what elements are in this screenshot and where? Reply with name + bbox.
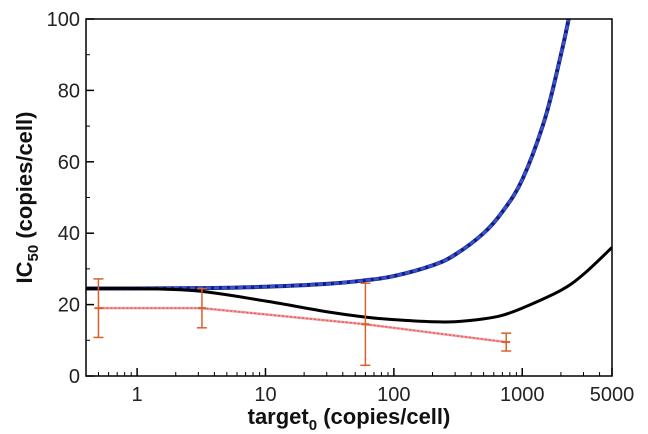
red-line-halo — [98, 306, 507, 344]
x-axis-title-rest: (copies/cell) — [317, 404, 450, 429]
x-axis-title-main: target — [248, 404, 310, 429]
y-tick-label: 80 — [58, 80, 80, 102]
y-tick-label: 100 — [47, 9, 80, 31]
y-tick-label: 40 — [58, 223, 80, 245]
x-tick-label: 1000 — [500, 384, 545, 406]
x-axis-title: target0 (copies/cell) — [248, 404, 451, 434]
series-group — [86, 19, 612, 344]
x-axis-title-subscript: 0 — [309, 417, 317, 434]
ticks-layer: 0 20 40 60 80 100 1 10 100 1000 5000 — [47, 9, 635, 406]
black-solid-curve — [86, 246, 612, 324]
y-axis-title: IC50 (copies/cell) — [12, 112, 42, 284]
blue-dashed-curve — [86, 19, 571, 291]
x-tick-label: 10 — [254, 384, 276, 406]
red-dotted-line — [98, 307, 507, 343]
y-tick-label: 0 — [69, 366, 80, 388]
series-layer — [86, 19, 612, 367]
x-tick-label: 5000 — [590, 384, 635, 406]
y-axis-title-rest: (copies/cell) — [12, 112, 37, 245]
y-axis-title-main: IC — [12, 261, 37, 283]
y-tick-label: 60 — [58, 152, 80, 174]
x-tick-label: 100 — [377, 384, 410, 406]
x-tick-label: 1 — [132, 384, 143, 406]
y-tick-label: 20 — [58, 295, 80, 317]
blue-curve-underlay — [86, 19, 571, 291]
y-axis-title-subscript: 50 — [25, 245, 42, 262]
